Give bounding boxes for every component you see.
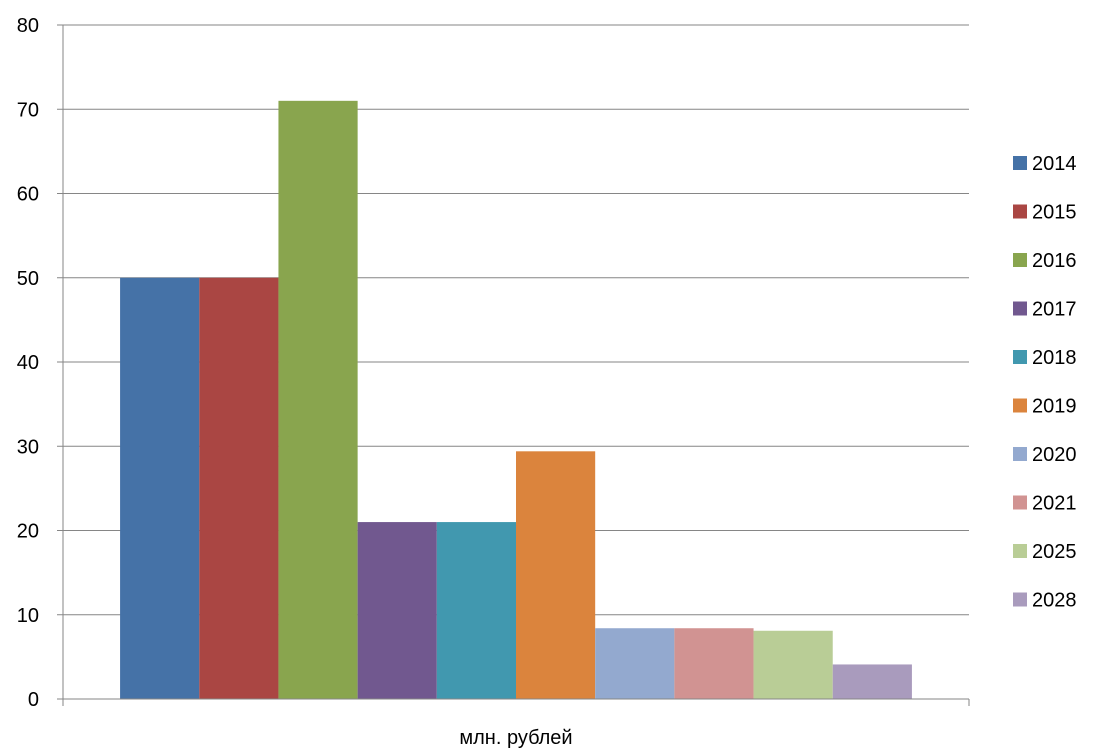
legend-swatch	[1013, 204, 1027, 219]
y-tick-label: 0	[28, 689, 39, 711]
legend-label: 2021	[1032, 493, 1077, 515]
y-tick-label: 10	[17, 605, 39, 627]
y-tick-label: 60	[17, 184, 39, 206]
axes	[57, 24, 970, 706]
legend-swatch	[1013, 495, 1027, 510]
bar-2028	[832, 664, 912, 699]
legend-item: 2015	[1013, 202, 1077, 224]
legend-label: 2015	[1032, 202, 1077, 224]
bar-2025	[753, 630, 833, 699]
legend-label: 2018	[1032, 347, 1077, 369]
bars	[120, 100, 912, 699]
legend-swatch	[1013, 544, 1027, 558]
legend-item: 2014	[1013, 153, 1077, 175]
x-axis-category-labels: млн. рублей	[459, 727, 572, 749]
legend-swatch	[1013, 301, 1027, 316]
x-category-label: млн. рублей	[459, 727, 572, 749]
legend-item: 2016	[1013, 250, 1077, 272]
bar-2020	[595, 628, 675, 699]
bar-2015	[199, 277, 279, 699]
y-tick-label: 70	[17, 99, 39, 121]
legend-item: 2017	[1013, 299, 1077, 321]
legend-swatch	[1013, 398, 1027, 413]
bar-2019	[516, 451, 596, 699]
legend: 2014 2015 2016 2017 2018 2019 2020 2021 2025 2028	[1013, 153, 1077, 612]
y-tick-label: 20	[17, 521, 39, 543]
y-tick-label: 80	[17, 15, 39, 37]
legend-label: 2014	[1032, 153, 1077, 175]
legend-item: 2018	[1013, 347, 1077, 369]
legend-label: 2025	[1032, 541, 1077, 563]
y-tick-label: 40	[17, 352, 39, 374]
legend-item: 2019	[1013, 396, 1077, 418]
legend-item: 2021	[1013, 493, 1077, 515]
y-tick-label: 50	[17, 268, 39, 290]
legend-swatch	[1013, 592, 1027, 607]
bar-2014	[120, 277, 200, 699]
legend-swatch	[1013, 447, 1027, 461]
legend-swatch	[1013, 253, 1027, 267]
y-axis-tick-labels: 0 10 20 30 40 50 60 70 80	[17, 15, 39, 711]
legend-swatch	[1013, 350, 1027, 364]
bar-2018	[436, 522, 516, 699]
bar-2016	[278, 100, 358, 699]
legend-label: 2017	[1032, 299, 1077, 321]
y-tick-label: 30	[17, 436, 39, 458]
bar-2017	[357, 522, 437, 699]
legend-item: 2025	[1013, 541, 1077, 563]
legend-swatch	[1013, 156, 1027, 170]
legend-item: 2020	[1013, 444, 1077, 466]
legend-item: 2028	[1013, 590, 1077, 612]
legend-label: 2016	[1032, 250, 1077, 272]
legend-label: 2019	[1032, 396, 1077, 418]
legend-label: 2020	[1032, 444, 1077, 466]
bar-2021	[674, 628, 754, 699]
legend-label: 2028	[1032, 590, 1077, 612]
